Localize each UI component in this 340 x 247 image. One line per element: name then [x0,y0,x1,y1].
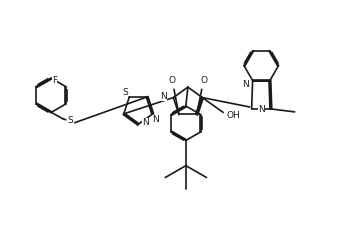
Text: N: N [152,115,159,124]
Text: N: N [142,118,149,127]
Text: N: N [242,80,249,89]
Text: S: S [67,116,73,125]
Text: N: N [258,105,265,114]
Text: O: O [200,76,207,85]
Text: O: O [169,76,175,85]
Text: N: N [160,92,167,101]
Text: S: S [122,88,128,98]
Text: F: F [52,76,57,85]
Text: OH: OH [226,111,240,120]
